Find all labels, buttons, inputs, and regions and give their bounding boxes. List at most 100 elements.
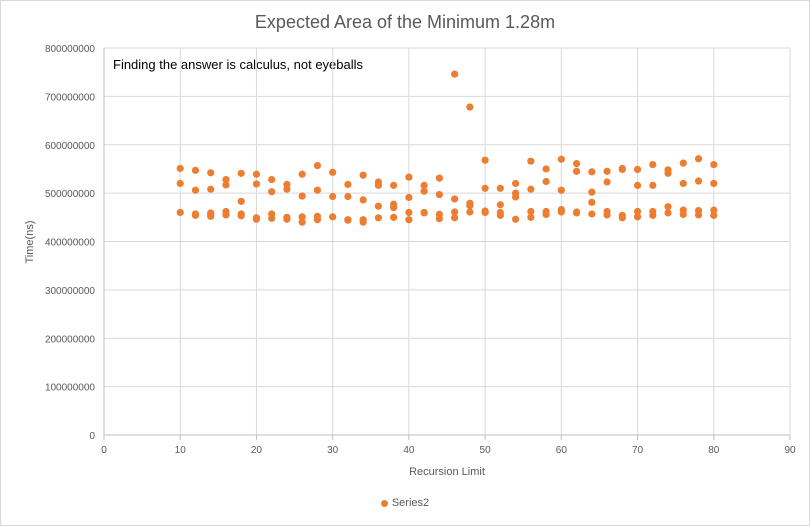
data-point <box>603 167 611 175</box>
data-point <box>451 70 459 78</box>
data-point <box>176 208 184 217</box>
data-point <box>222 181 230 189</box>
x-tick-label: 10 <box>175 445 187 456</box>
data-point <box>664 209 672 217</box>
data-point <box>496 184 504 192</box>
data-point <box>329 213 337 221</box>
chart-annotation: Finding the answer is calculus, not eyeb… <box>113 57 364 72</box>
data-point <box>298 170 306 178</box>
data-point <box>542 177 550 186</box>
data-point <box>268 214 276 222</box>
data-point <box>710 206 718 214</box>
data-point <box>176 179 184 188</box>
data-point <box>237 197 245 205</box>
x-tick-label: 0 <box>101 445 107 456</box>
data-point <box>649 181 657 189</box>
data-point <box>191 166 200 174</box>
data-point <box>511 193 520 201</box>
data-point <box>344 180 352 189</box>
y-axis-title: Time(ns) <box>24 221 36 264</box>
data-point <box>420 187 428 195</box>
data-point <box>451 208 459 216</box>
data-point <box>359 171 367 179</box>
data-point <box>694 211 703 219</box>
y-tick-label: 800000000 <box>45 44 95 55</box>
data-point <box>344 192 352 201</box>
data-point <box>374 202 382 210</box>
data-point <box>420 209 428 217</box>
data-point <box>618 165 626 174</box>
data-point <box>298 218 306 226</box>
data-point <box>252 215 261 223</box>
y-tick-label: 200000000 <box>45 334 95 345</box>
data-point <box>207 169 215 177</box>
data-point <box>390 204 398 212</box>
data-point <box>176 164 184 173</box>
data-point <box>313 161 322 170</box>
data-point <box>694 155 703 163</box>
data-point <box>207 185 215 193</box>
x-tick-label: 30 <box>327 445 339 456</box>
data-point <box>252 170 261 178</box>
data-point <box>679 210 687 219</box>
y-tick-label: 0 <box>89 431 95 442</box>
data-point <box>466 208 474 216</box>
x-tick-label: 20 <box>251 445 263 456</box>
legend-label: Series2 <box>391 497 430 510</box>
data-point <box>542 210 550 219</box>
legend: Series2 <box>0 497 810 509</box>
x-tick-label: 40 <box>403 445 415 456</box>
data-point <box>649 211 657 219</box>
data-point <box>511 215 520 223</box>
data-point <box>466 202 474 210</box>
data-point <box>374 181 382 189</box>
data-point <box>405 208 413 217</box>
data-point <box>572 209 581 217</box>
data-point <box>572 167 581 175</box>
chart-title: Expected Area of the Minimum 1.28m <box>255 12 555 32</box>
data-point <box>222 211 230 219</box>
data-point <box>496 201 504 209</box>
data-point <box>649 160 657 169</box>
data-point <box>588 198 596 206</box>
data-point <box>390 213 398 221</box>
data-point <box>527 157 535 165</box>
y-tick-label: 600000000 <box>45 141 95 152</box>
axes: 0100000000200000000300000000400000000500… <box>45 44 796 456</box>
data-point <box>710 211 718 219</box>
data-point <box>237 169 245 177</box>
data-point <box>588 188 596 196</box>
data-point <box>633 181 642 189</box>
data-point <box>359 196 367 204</box>
data-point <box>603 211 611 219</box>
data-point <box>451 214 459 222</box>
data-point <box>710 160 718 169</box>
data-point <box>527 213 535 221</box>
data-point <box>268 175 276 184</box>
data-point <box>679 179 687 188</box>
data-point <box>435 190 443 199</box>
series-points <box>176 70 718 226</box>
data-point <box>313 216 322 224</box>
data-point <box>664 169 672 177</box>
data-point <box>496 211 504 219</box>
data-point <box>664 203 672 211</box>
data-point <box>481 184 489 192</box>
x-tick-label: 60 <box>556 445 568 456</box>
data-point <box>679 159 687 167</box>
data-point <box>298 192 306 200</box>
data-point <box>527 185 535 193</box>
data-point <box>268 188 276 196</box>
data-point <box>451 195 459 203</box>
data-point <box>603 178 611 186</box>
data-point <box>329 168 337 176</box>
data-point <box>207 212 215 220</box>
data-point <box>618 214 626 222</box>
x-tick-label: 70 <box>632 445 644 456</box>
data-point <box>405 173 413 181</box>
data-point <box>633 165 642 174</box>
data-point <box>283 185 291 193</box>
data-point <box>557 208 565 216</box>
